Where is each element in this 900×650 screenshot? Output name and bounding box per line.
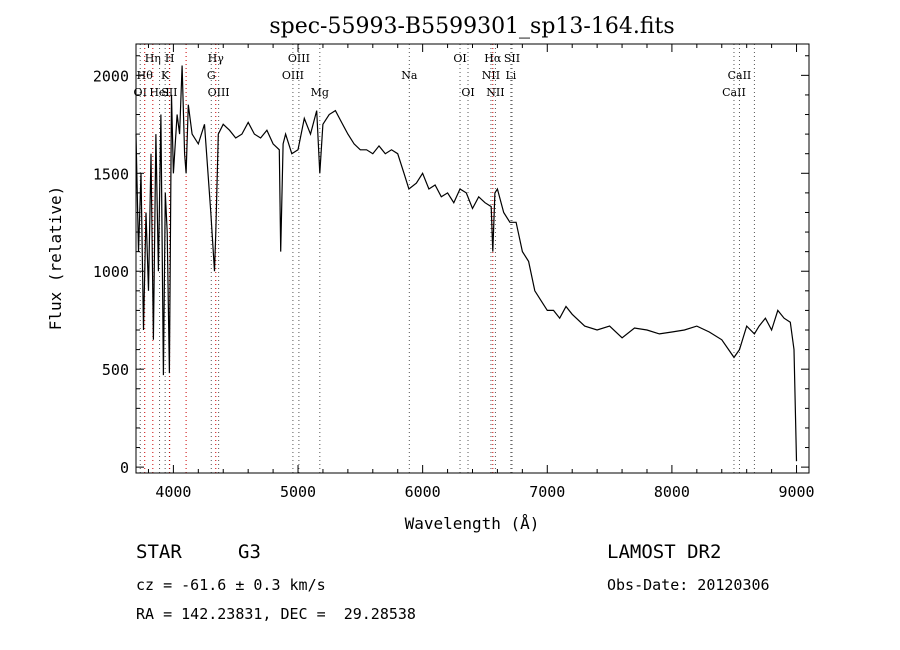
plot-frame <box>135 43 810 474</box>
y-tick-label-4: 2000 <box>93 67 129 85</box>
chart-title: spec-55993-B5599301_sp13-164.fits <box>269 14 674 39</box>
y-tick-label-2: 1000 <box>93 263 129 281</box>
spectral-line-label-14: Na <box>401 69 418 82</box>
spectral-line-label-22: CaII <box>722 86 746 99</box>
spectral-line-label-19: NII <box>486 86 504 99</box>
spectral-line-label-21: Li <box>505 69 516 82</box>
spectrum-series-line <box>135 65 798 462</box>
spectral-line-label-3: HeI <box>149 86 169 99</box>
coordinates: RA = 142.23831, DEC = 29.28538 <box>136 605 416 623</box>
redshift-readout: cz = -61.6 ± 0.3 km/s <box>136 576 326 594</box>
spectral-line-label-4: K <box>161 69 170 82</box>
y-tick-label-3: 1500 <box>93 165 129 183</box>
spectral-line-label-23: CaII <box>728 69 752 82</box>
x-tick-label-5: 9000 <box>778 483 814 501</box>
axes: 4000 5000 6000 7000 8000 9000 0 500 1000 1500 2000 <box>93 44 815 501</box>
x-tick-label-0: 4000 <box>155 483 191 501</box>
survey-name: LAMOST DR2 <box>607 541 722 563</box>
spectral-line-label-8: G <box>207 69 216 82</box>
y-tick-label-1: 500 <box>102 361 129 379</box>
spectral-line-label-12: OIII <box>288 52 310 65</box>
spectral-line-label-1: Hθ <box>137 69 154 82</box>
spectral-line-label-17: NII <box>482 69 500 82</box>
spectral-line-label-16: OI <box>461 86 474 99</box>
spectral-line-label-15: OI <box>453 52 466 65</box>
x-axis-label: Wavelength (Å) <box>405 514 540 533</box>
spectral-line-label-20: SII <box>504 52 520 65</box>
spectral-subclass: G3 <box>238 541 261 563</box>
x-tick-label-4: 8000 <box>654 483 690 501</box>
x-tick-label-2: 6000 <box>405 483 441 501</box>
spectral-line-label-13: Mg <box>311 86 329 99</box>
spectral-line-markers: OI Hθ Hη HeI K SII H G Hγ OIII OIII OIII Mg Na OI OI NII… <box>134 44 755 473</box>
object-type: STAR <box>136 541 182 563</box>
spectral-line-label-2: Hη <box>145 52 161 65</box>
spectral-line-label-9: Hγ <box>208 52 225 65</box>
y-axis-label: Flux (relative) <box>46 186 65 331</box>
obs-date: Obs-Date: 20120306 <box>607 576 770 594</box>
spectral-line-label-0: OI <box>134 86 147 99</box>
y-tick-label-0: 0 <box>120 459 129 477</box>
spectral-line-label-6: H <box>165 52 175 65</box>
x-tick-label-3: 7000 <box>529 483 565 501</box>
spectral-line-label-11: OIII <box>282 69 304 82</box>
x-tick-label-1: 5000 <box>280 483 316 501</box>
spectral-line-label-10: OIII <box>208 86 230 99</box>
spectral-line-label-18: Hα <box>484 52 502 65</box>
